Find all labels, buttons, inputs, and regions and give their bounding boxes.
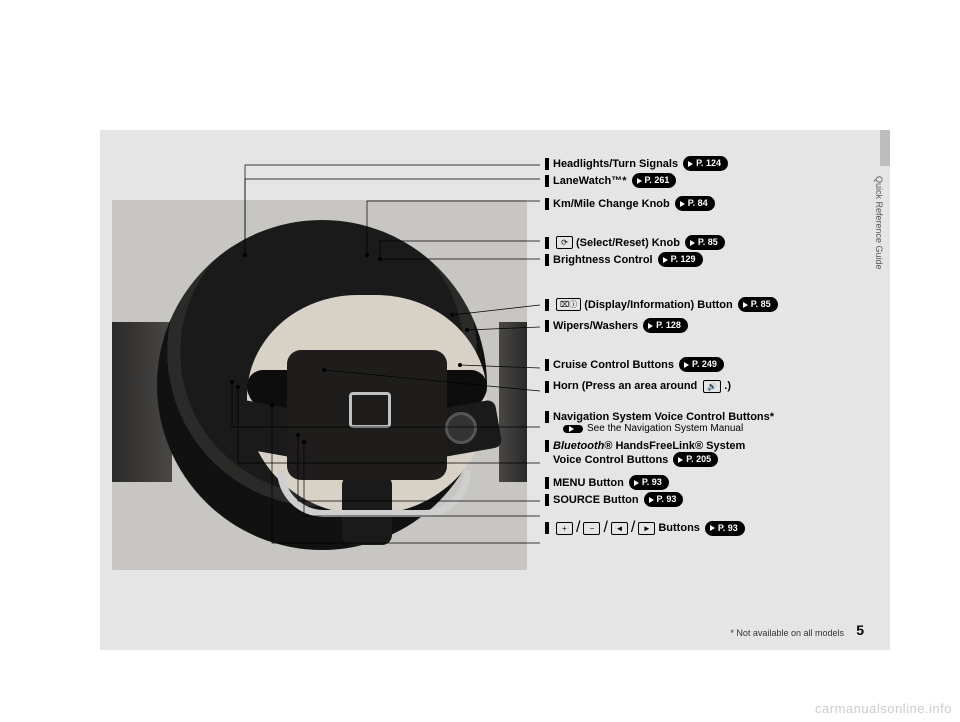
callout-nav-sub: See the Navigation System Manual: [587, 423, 743, 434]
callout-select: (Select/Reset) Knob: [576, 237, 680, 249]
callout-lanewatch: LaneWatch™*: [553, 175, 627, 187]
callout-horn: Horn (Press an area around 🔊.): [553, 380, 731, 393]
right-icon: ►: [638, 522, 655, 535]
left-icon: ◄: [611, 522, 628, 535]
callout-menu: MENU Button: [553, 477, 624, 489]
callout-display: (Display/Information) Button: [584, 299, 733, 311]
display-info-icon: ⌧ⓘ: [556, 298, 581, 311]
callout-brightness: Brightness Control: [553, 254, 653, 266]
select-reset-icon: ⟳: [556, 236, 573, 249]
minus-icon: −: [583, 522, 600, 535]
callout-source: SOURCE Button: [553, 494, 639, 506]
callout-wipers: Wipers/Washers: [553, 320, 638, 332]
callout-bt-line2: Voice Control Buttons: [553, 454, 668, 466]
callout-btns: Buttons: [658, 522, 700, 534]
callout-list: Headlights/Turn SignalsP. 124 LaneWatch™…: [545, 156, 885, 537]
watermark: carmanualsonline.info: [815, 701, 952, 716]
horn-icon: 🔊: [703, 380, 721, 393]
callout-headlights: Headlights/Turn Signals: [553, 158, 678, 170]
callout-cruise: Cruise Control Buttons: [553, 359, 674, 371]
callout-bt: Bluetooth® HandsFreeLink® System: [553, 440, 745, 452]
callout-nav: Navigation System Voice Control Buttons*: [553, 411, 774, 423]
footnote: * Not available on all models: [730, 628, 844, 638]
steering-wheel-photo: [112, 200, 527, 570]
plus-icon: +: [556, 522, 573, 535]
callout-kmmile: Km/Mile Change Knob: [553, 198, 670, 210]
page-number: 5: [856, 622, 864, 638]
